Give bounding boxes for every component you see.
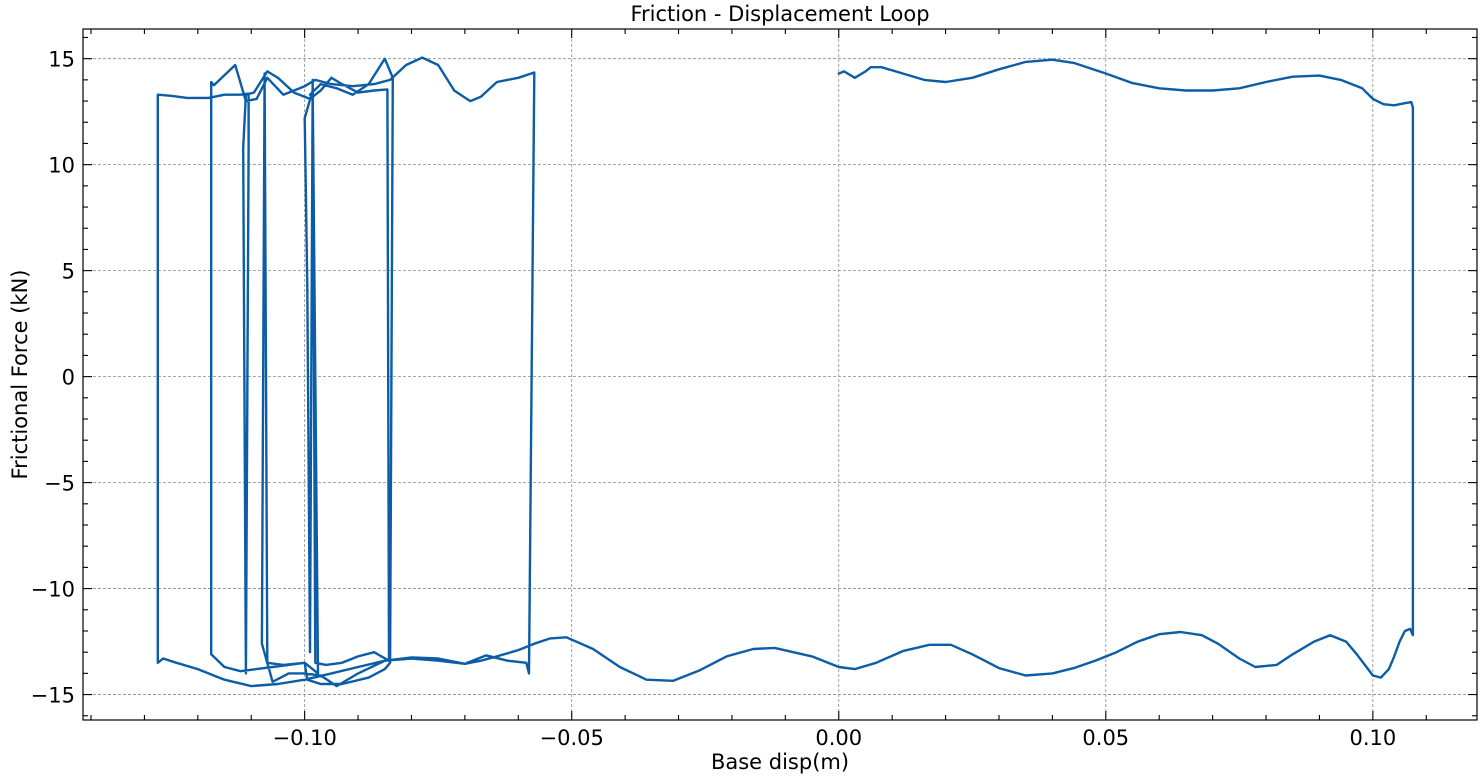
- plot-frame: [82, 28, 1478, 721]
- y-tick-label: 15: [48, 48, 75, 72]
- y-tick-label: −10: [31, 578, 75, 602]
- y-axis-label: Frictional Force (kN): [8, 270, 32, 480]
- y-tick-label: 5: [62, 260, 75, 284]
- series-layer: [156, 56, 1415, 688]
- x-tick-label: −0.10: [272, 726, 336, 750]
- y-tick-label: 0: [62, 366, 75, 390]
- tick-labels: −0.10 −0.05 0.00 0.05 0.10 −15 −10 −5 0 5 10 15: [31, 48, 1397, 750]
- chart-title: Friction - Displacement Loop: [630, 2, 929, 26]
- series-line: [156, 56, 1415, 688]
- y-tick-label: −15: [31, 684, 75, 708]
- x-axis-label: Base disp(m): [711, 750, 849, 774]
- y-tick-label: 10: [48, 154, 75, 178]
- axis-ticks: [83, 29, 1477, 720]
- x-tick-label: 0.00: [815, 726, 862, 750]
- grid-lines: [83, 29, 1477, 720]
- x-tick-label: −0.05: [540, 726, 604, 750]
- x-tick-label: 0.10: [1349, 726, 1396, 750]
- y-tick-label: −5: [44, 472, 75, 496]
- x-tick-label: 0.05: [1082, 726, 1129, 750]
